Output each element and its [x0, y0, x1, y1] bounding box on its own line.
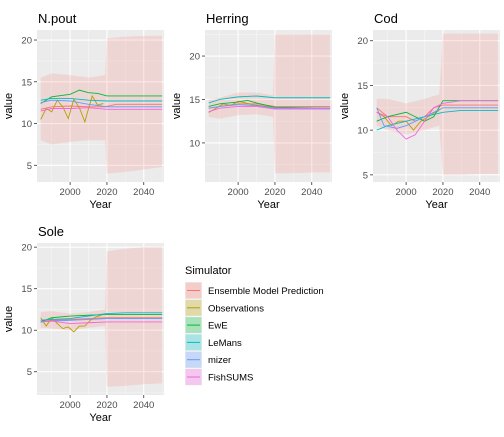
legend-label: Observations: [208, 303, 264, 314]
series-line-mizer: [376, 107, 499, 129]
y-axis-label: value: [3, 306, 15, 332]
legend-label: Ensemble Model Prediction: [208, 286, 324, 297]
series-line-observations: [40, 94, 104, 124]
legend-title: Simulator: [185, 265, 232, 277]
x-tick-label: 2000: [60, 400, 81, 411]
legend-label: FishSUMS: [208, 373, 253, 384]
x-tick-label: 2020: [96, 187, 117, 198]
facet-panel: Herring 10 15 20 2000 2020 2040 Year value: [171, 11, 332, 211]
panel-title: Herring: [206, 11, 249, 26]
series-line-ewe: [208, 99, 331, 109]
prediction-ribbon: [208, 34, 331, 174]
prediction-ribbon: [40, 35, 163, 174]
facet-panel: Sole 5 10 15 20 2000 2020 2040 Year value: [3, 224, 164, 424]
facet-panel: Cod 5 10 15 20 2000 2020 2040 Year value: [339, 11, 500, 211]
legend: Simulator Ensemble Model Prediction Observ…: [185, 265, 324, 386]
prediction-ribbon: [40, 247, 163, 387]
y-tick-label: 15: [21, 284, 32, 295]
x-tick-label: 2000: [228, 187, 249, 198]
y-tick-label: 10: [21, 326, 32, 337]
y-tick-label: 20: [21, 243, 32, 254]
legend-label: EwE: [208, 321, 228, 332]
plot-area: [40, 35, 163, 174]
legend-item-mizer: mizer: [185, 351, 231, 369]
x-axis-label: Year: [257, 199, 280, 211]
series-line-fishsums: [376, 100, 499, 140]
x-tick-label: 2040: [133, 400, 154, 411]
legend-item-lemans: LeMans: [185, 333, 242, 351]
x-tick-label: 2020: [432, 187, 453, 198]
y-axis-label: value: [3, 93, 15, 119]
y-tick-label: 10: [21, 119, 32, 130]
y-tick-label: 15: [357, 81, 368, 92]
x-tick-label: 2020: [96, 400, 117, 411]
y-tick-label: 5: [27, 161, 32, 172]
series-line-mizer: [208, 104, 331, 109]
legend-item-observations: Observations: [185, 299, 264, 317]
panel-title: N.pout: [38, 11, 77, 26]
series-line-mizer: [40, 99, 163, 108]
panel-title: Sole: [38, 224, 64, 239]
x-tick-label: 2020: [264, 187, 285, 198]
legend-label: mizer: [208, 355, 231, 366]
plot-area: [40, 247, 163, 387]
series-line-lemans: [208, 95, 331, 104]
y-axis-label: value: [339, 93, 351, 119]
series-line-ensemble-model-prediction: [40, 103, 163, 110]
y-tick-label: 5: [27, 367, 32, 378]
y-tick-label: 15: [21, 77, 32, 88]
x-axis-label: Year: [89, 199, 112, 211]
x-tick-label: 2040: [133, 187, 154, 198]
series-line-lemans: [40, 98, 163, 102]
series-line-ewe: [40, 89, 163, 104]
x-tick-label: 2040: [469, 187, 490, 198]
y-tick-label: 10: [189, 138, 200, 149]
x-tick-label: 2040: [301, 187, 322, 198]
series-line-ewe: [40, 313, 163, 323]
plot-area: [376, 33, 499, 175]
y-tick-label: 20: [21, 36, 32, 47]
panel-title: Cod: [374, 11, 398, 26]
series-line-fishsums: [40, 107, 163, 112]
plot-area: [208, 34, 331, 174]
y-tick-label: 5: [363, 170, 368, 181]
legend-item-fishsums: FishSUMS: [185, 368, 253, 386]
x-axis-label: Year: [425, 199, 448, 211]
series-line-lemans: [40, 312, 163, 321]
y-tick-label: 20: [189, 52, 200, 63]
y-tick-label: 15: [189, 95, 200, 106]
legend-item-ensemble: Ensemble Model Prediction: [185, 282, 324, 299]
legend-label: LeMans: [208, 338, 242, 349]
x-axis-label: Year: [89, 412, 112, 424]
x-tick-label: 2000: [60, 187, 81, 198]
y-tick-label: 10: [357, 126, 368, 137]
prediction-ribbon: [376, 33, 499, 175]
series-line-fishsums: [40, 320, 163, 325]
facet-panel: N.pout 5 10 15 20 2000 2020 2040 Year value: [3, 11, 164, 211]
y-tick-label: 20: [357, 36, 368, 47]
y-axis-label: value: [171, 93, 183, 119]
legend-item-ewe: EwE: [185, 316, 228, 334]
x-tick-label: 2000: [396, 187, 417, 198]
series-line-fishsums: [208, 105, 331, 113]
